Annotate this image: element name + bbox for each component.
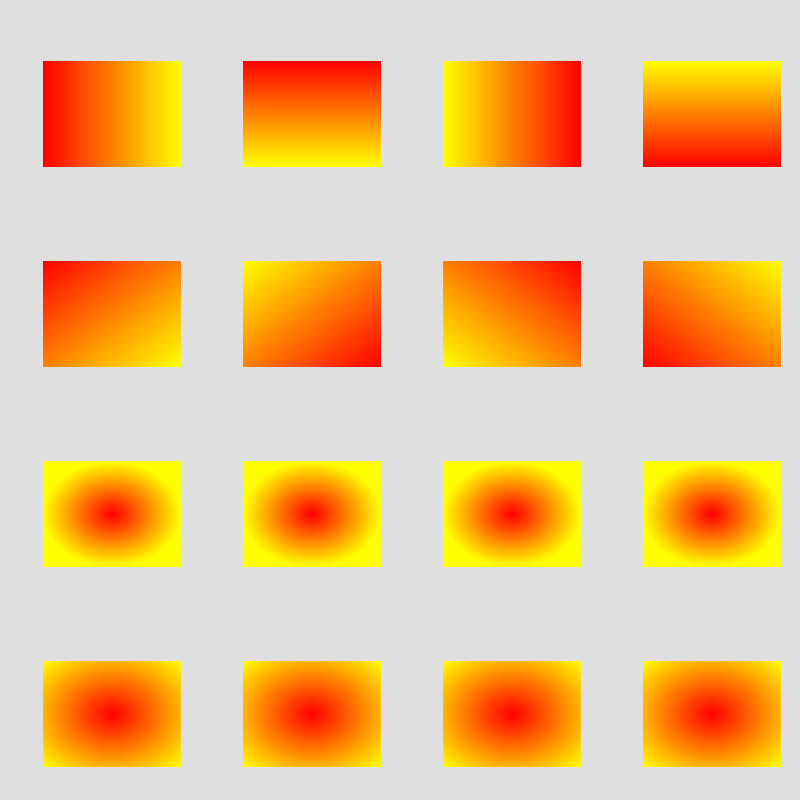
radial-gradient-box [243, 461, 381, 567]
diagonal-gradient-box [43, 261, 181, 367]
radial-gradient-box [243, 661, 381, 767]
linear-gradient-box [443, 61, 581, 167]
diagonal-gradient-box [443, 261, 581, 367]
radial-gradient-box [643, 661, 781, 767]
linear-gradient-box [243, 61, 381, 167]
linear-gradient-box [43, 61, 181, 167]
radial-gradient-box [643, 461, 781, 567]
linear-gradient-box [643, 61, 781, 167]
diagonal-gradient-box [243, 261, 381, 367]
radial-gradient-box [443, 661, 581, 767]
radial-gradient-box [43, 661, 181, 767]
diagonal-gradient-box [643, 261, 781, 367]
radial-gradient-box [43, 461, 181, 567]
radial-gradient-box [443, 461, 581, 567]
